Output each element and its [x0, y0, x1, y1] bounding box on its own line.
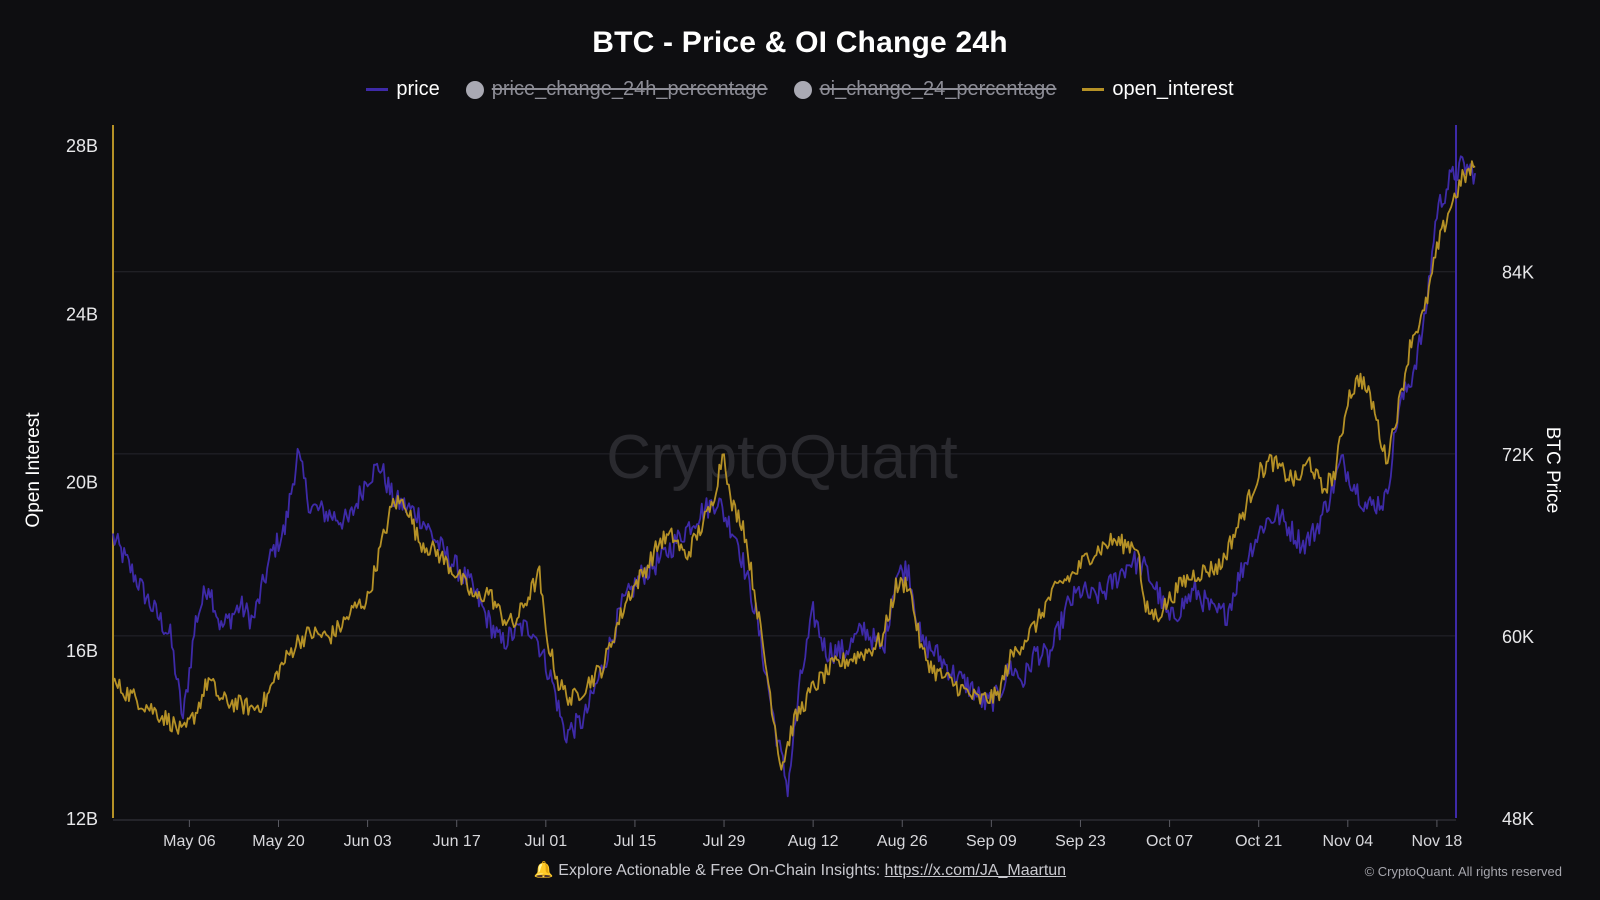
- axes: 48K 60K 72K 84K 12B 16B 20B 24B 28B May 06 May 20 J…: [66, 125, 1534, 850]
- legend-item-oi-change[interactable]: oi_change_24_percentage: [793, 78, 1057, 101]
- chart-title: BTC - Price & OI Change 24h: [592, 26, 1008, 59]
- y-left-tick-label: 20B: [66, 473, 98, 493]
- watermark-text: CryptoQuant: [606, 423, 958, 492]
- y-left-tick-label: 28B: [66, 136, 98, 156]
- footer-link[interactable]: https://x.com/JA_Maartun: [884, 862, 1067, 879]
- x-tick-label: Aug 12: [788, 833, 839, 850]
- x-tick-label: Nov 04: [1322, 833, 1373, 850]
- series: [112, 155, 1476, 798]
- x-tick-label: Aug 26: [877, 833, 928, 850]
- x-tick-label: Jul 29: [703, 833, 746, 850]
- x-tick-label: May 06: [163, 833, 216, 850]
- footer-text: 🔔 Explore Actionable & Free On-Chain Ins…: [533, 862, 885, 879]
- x-tick-label: Nov 18: [1412, 833, 1463, 850]
- x-tick-label: Sep 09: [966, 833, 1017, 850]
- y-right-tick-label: 48K: [1502, 809, 1534, 829]
- legend-label: price: [396, 78, 440, 100]
- legend-item-open-interest[interactable]: open_interest: [1082, 78, 1234, 101]
- x-tick-label: Oct 21: [1235, 833, 1282, 850]
- open-interest-line-swatch-icon: [1082, 88, 1105, 91]
- copyright: © CryptoQuant. All rights reserved: [1364, 864, 1562, 879]
- x-tick-label: Jul 01: [524, 833, 567, 850]
- x-tick-label: Jul 15: [614, 833, 657, 850]
- chart-legend: price price_change_24h_percentage oi_cha…: [0, 78, 1600, 101]
- price-line-swatch-icon: [366, 88, 389, 91]
- legend-label: price_change_24h_percentage: [491, 78, 768, 100]
- y-left-tick-label: 12B: [66, 809, 98, 829]
- legend-item-price[interactable]: price: [366, 78, 440, 101]
- y-left-tick-label: 24B: [66, 304, 98, 324]
- x-tick-label: Oct 07: [1146, 833, 1193, 850]
- legend-label: oi_change_24_percentage: [819, 78, 1057, 100]
- y-right-tick-label: 72K: [1502, 445, 1534, 465]
- x-tick-label: May 20: [252, 833, 305, 850]
- legend-item-price-change[interactable]: price_change_24h_percentage: [465, 78, 768, 101]
- x-tick-label: Jun 03: [344, 833, 392, 850]
- open-interest-series-line: [112, 160, 1476, 771]
- x-tick-label: Jun 17: [433, 833, 481, 850]
- dot-icon: [793, 80, 812, 99]
- y-right-tick-label: 60K: [1502, 627, 1534, 647]
- x-tick-label: Sep 23: [1055, 833, 1106, 850]
- y-right-tick-label: 84K: [1502, 263, 1534, 283]
- footer: 🔔 Explore Actionable & Free On-Chain Ins…: [0, 860, 1600, 880]
- y-left-tick-label: 16B: [66, 641, 98, 661]
- legend-label: open_interest: [1112, 78, 1234, 100]
- dot-icon: [465, 80, 484, 99]
- grid: [113, 271, 1456, 637]
